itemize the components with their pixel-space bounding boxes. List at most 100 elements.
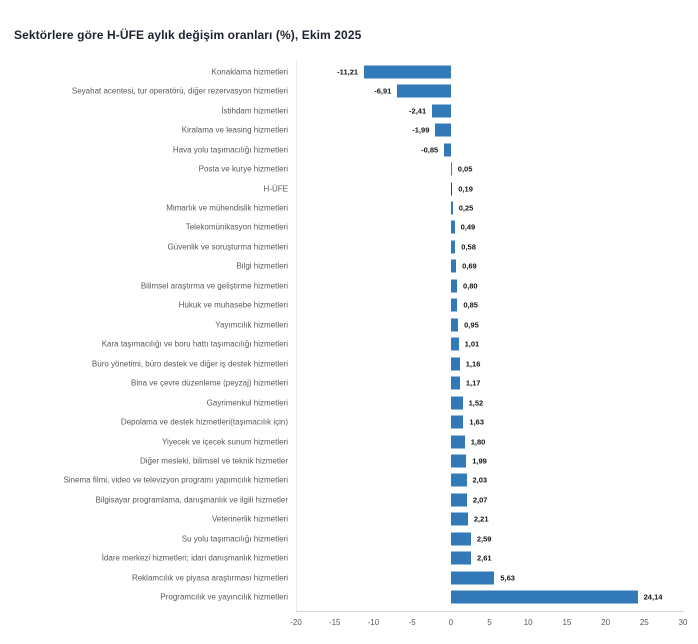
bar xyxy=(450,435,465,449)
category-label: Bilgi hizmetleri xyxy=(236,261,288,271)
bar-row: Veterinerlik hizmetleri 2,21 xyxy=(0,510,698,529)
bar xyxy=(450,454,467,468)
value-label: 2,61 xyxy=(477,553,492,563)
bar xyxy=(450,571,495,585)
x-tick-label: -5 xyxy=(408,618,416,627)
bar xyxy=(450,551,471,565)
bar-row: İdare merkezi hizmetleri; idari danışman… xyxy=(0,549,698,568)
bar xyxy=(450,240,456,254)
value-label: 0,95 xyxy=(464,320,479,330)
chart-title: Sektörlere göre H-ÜFE aylık değişim oran… xyxy=(14,28,362,42)
value-label: -2,41 xyxy=(409,106,427,116)
value-label: 1,63 xyxy=(469,417,485,427)
category-label: Bina ve çevre düzenleme (peyzaj) hizmetl… xyxy=(131,378,288,388)
value-label: 0,69 xyxy=(462,261,477,271)
x-tick-label: 20 xyxy=(601,618,611,627)
category-label: Güvenlik ve soruşturma hizmetleri xyxy=(167,242,288,252)
bar-row: Mimarlık ve mühendislik hizmetleri 0,25 xyxy=(0,198,698,217)
value-label: 5,63 xyxy=(500,573,515,583)
bar-row: Güvenlik ve soruşturma hizmetleri 0,58 xyxy=(0,237,698,256)
x-tick-label: 25 xyxy=(639,618,649,627)
value-label: -11,21 xyxy=(337,67,359,77)
category-label: Diğer mesleki, bilimsel ve teknik hizmet… xyxy=(139,456,288,466)
value-label: 0,49 xyxy=(460,222,476,232)
category-label: Mimarlık ve mühendislik hizmetleri xyxy=(166,203,288,213)
bar-row: Seyahat acentesi, tur operatörü, diğer r… xyxy=(0,81,698,100)
bar xyxy=(432,104,451,118)
value-label: 0,58 xyxy=(461,242,476,252)
bar xyxy=(435,123,451,137)
bar xyxy=(450,201,453,215)
bar xyxy=(450,532,471,546)
bar-row: Bilgisayar programlama, danışmanlık ve i… xyxy=(0,490,698,509)
value-label: 1,80 xyxy=(470,437,486,447)
bar-row: Sinema filmi, video ve televizyon progra… xyxy=(0,471,698,490)
value-label: 1,16 xyxy=(465,359,481,369)
x-tick-label: -15 xyxy=(328,618,341,627)
value-label: 0,25 xyxy=(458,203,474,213)
bar-row: Yayımcılık hizmetleri 0,95 xyxy=(0,315,698,334)
plot-left-border xyxy=(296,60,297,611)
bar-row: H-ÜFE 0,19 xyxy=(0,179,698,198)
value-label: 2,07 xyxy=(472,495,488,505)
x-tick-label: 10 xyxy=(523,618,533,627)
bar xyxy=(450,337,459,351)
bar xyxy=(450,259,457,273)
x-tick-label: 30 xyxy=(678,618,688,627)
category-label: Posta ve kurye hizmetleri xyxy=(198,164,288,174)
bar xyxy=(450,512,468,526)
bar-row: Diğer mesleki, bilimsel ve teknik hizmet… xyxy=(0,451,698,470)
x-tick-label: 0 xyxy=(448,618,454,627)
bar-row: Depolama ve destek hizmetleri(taşımacılı… xyxy=(0,412,698,431)
category-label: Kara taşımacılığı ve boru hattı taşımacı… xyxy=(101,339,288,349)
bar-row: Yiyecek ve içecek sunum hizmetleri 1,80 xyxy=(0,432,698,451)
bar xyxy=(450,279,457,293)
bar xyxy=(450,182,453,195)
category-label: Yiyecek ve içecek sunum hizmetleri xyxy=(162,437,288,447)
category-label: Büro yönetimi, büro destek ve diğer iş d… xyxy=(91,359,288,369)
category-label: Depolama ve destek hizmetleri(taşımacılı… xyxy=(120,417,288,427)
bar-row: Bilgi hizmetleri 0,69 xyxy=(0,257,698,276)
bar xyxy=(397,84,451,98)
value-label: 0,05 xyxy=(457,164,473,174)
x-tick-label: -20 xyxy=(290,618,302,627)
bar xyxy=(450,357,460,371)
bar-row: Kara taşımacılığı ve boru hattı taşımacı… xyxy=(0,335,698,354)
value-label: 24,14 xyxy=(643,592,663,602)
bar xyxy=(450,590,638,604)
value-label: 1,99 xyxy=(472,456,487,466)
bar xyxy=(450,493,467,507)
bar xyxy=(450,220,455,234)
bar-row: Kiralama ve leasing hizmetleri -1,99 xyxy=(0,120,698,139)
bar xyxy=(450,473,467,487)
category-label: Kiralama ve leasing hizmetleri xyxy=(181,125,288,135)
x-axis-line xyxy=(296,611,684,612)
value-label: -1,99 xyxy=(412,125,430,135)
category-label: Konaklama hizmetleri xyxy=(211,67,288,77)
bar xyxy=(450,376,460,390)
bar xyxy=(444,143,451,157)
category-label: İstihdam hizmetleri xyxy=(221,106,288,116)
category-label: Hava yolu taşımacılığı hizmetleri xyxy=(172,145,288,155)
bar-row: Büro yönetimi, büro destek ve diğer iş d… xyxy=(0,354,698,373)
bar-row: Bilimsel araştırma ve geliştirme hizmetl… xyxy=(0,276,698,295)
value-label: 1,52 xyxy=(468,398,484,408)
bar-row: Bina ve çevre düzenleme (peyzaj) hizmetl… xyxy=(0,373,698,392)
x-tick-label: 15 xyxy=(562,618,572,627)
value-label: 2,21 xyxy=(473,514,489,524)
bar xyxy=(450,396,463,410)
bar-row: Programcılık ve yayıncılık hizmetleri 24,… xyxy=(0,588,698,607)
bar-row: İstihdam hizmetleri -2,41 xyxy=(0,101,698,120)
value-label: 0,19 xyxy=(458,184,473,193)
x-tick-label: 5 xyxy=(487,618,492,627)
bar-row: Gayrimenkul hizmetleri 1,52 xyxy=(0,393,698,412)
category-label: Reklamcılık ve piyasa araştırması hizmet… xyxy=(131,573,288,583)
value-label: -6,91 xyxy=(374,86,392,96)
bar-row: Telekomünikasyon hizmetleri 0,49 xyxy=(0,218,698,237)
category-label: Bilimsel araştırma ve geliştirme hizmetl… xyxy=(140,281,288,291)
category-label: Hukuk ve muhasebe hizmetleri xyxy=(178,300,288,310)
category-label: Gayrimenkul hizmetleri xyxy=(206,398,288,408)
category-label: Bilgisayar programlama, danışmanlık ve i… xyxy=(95,495,288,505)
bar xyxy=(450,298,458,312)
